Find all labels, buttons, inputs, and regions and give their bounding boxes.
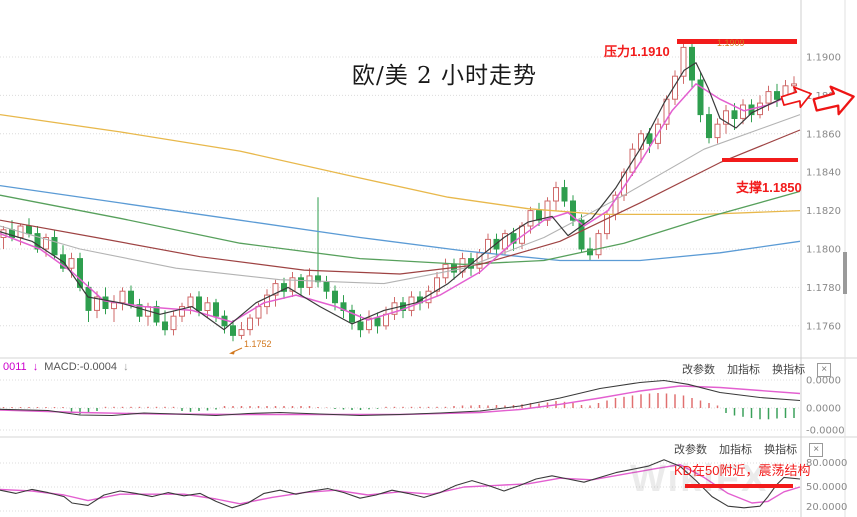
grid-lines [0, 56, 800, 327]
scrollbar-thumb[interactable] [843, 252, 847, 294]
macd-value: MACD:-0.0004 [44, 361, 118, 373]
switch-indicator-button[interactable]: 换指标 [764, 444, 798, 456]
svg-text:1.1900: 1.1900 [806, 53, 841, 64]
moving-averages-layer [0, 62, 801, 331]
resistance-line [677, 39, 797, 44]
svg-text:-0.0000: -0.0000 [806, 426, 845, 437]
svg-text:20.0000: 20.0000 [806, 502, 847, 513]
breakout-arrows-icon [780, 85, 855, 116]
svg-text:1.1780: 1.1780 [806, 283, 841, 294]
support-line [722, 158, 798, 162]
kd-panel: 80.0000 50.0000 20.0000 [0, 458, 847, 513]
svg-text:1.1760: 1.1760 [806, 321, 841, 332]
change-params-button[interactable]: 改参数 [674, 444, 707, 456]
support-label: 支撑1.1850 [736, 180, 802, 195]
close-panel-icon[interactable]: × [817, 363, 832, 378]
chart-title: 欧/美 2 小时走势 [352, 63, 538, 89]
svg-text:1.1840: 1.1840 [806, 168, 841, 179]
kd-panel-toolbar: 改参数 加指标 换指标 × [674, 441, 824, 458]
low-price-label: 1.1752 [244, 339, 272, 349]
candles-layer [0, 39, 797, 342]
kd-note-underline [685, 484, 793, 488]
high-price-label: 1.1909 [717, 38, 745, 48]
svg-text:80.0000: 80.0000 [806, 458, 847, 469]
add-indicator-button[interactable]: 加指标 [727, 364, 761, 376]
watermark: WikiFX [630, 458, 769, 500]
change-params-button[interactable]: 改参数 [682, 364, 715, 376]
low-pointer-icon [229, 347, 243, 355]
down-arrow-icon: ↓ [32, 361, 39, 373]
macd-hist-value: 0011 [3, 361, 27, 373]
svg-text:1.1800: 1.1800 [806, 245, 841, 256]
down-arrow-icon: ↓ [123, 361, 129, 373]
add-indicator-button[interactable]: 加指标 [719, 444, 753, 456]
macd-indicator-readout: 0011 ↓ MACD:-0.0004 ↓ [3, 361, 129, 373]
macd-panel-toolbar: 改参数 加指标 换指标 × [682, 361, 832, 378]
macd-panel: 0.0000 0.0000 -0.0000 [0, 376, 845, 437]
kd-analysis-note: KD在50附近，震荡结构 [674, 463, 811, 478]
svg-text:1.1820: 1.1820 [806, 206, 841, 217]
close-panel-icon[interactable]: × [809, 443, 824, 458]
svg-text:0.0000: 0.0000 [806, 404, 841, 415]
resistance-label: 压力1.1910 [604, 44, 670, 59]
svg-text:0.0000: 0.0000 [806, 376, 841, 387]
svg-text:1.1860: 1.1860 [806, 129, 841, 140]
svg-text:50.0000: 50.0000 [806, 482, 847, 493]
switch-indicator-button[interactable]: 换指标 [772, 364, 806, 376]
